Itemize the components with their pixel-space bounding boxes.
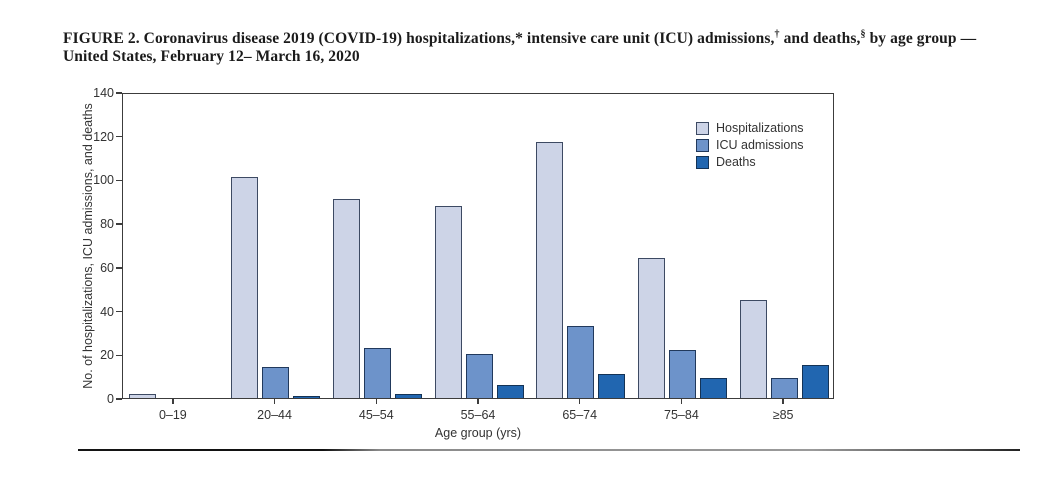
legend-swatch xyxy=(696,121,709,135)
x-tick-label: ≥85 xyxy=(772,408,794,422)
bar-deaths xyxy=(496,384,524,398)
legend: Hospitalizations ICU admissions Deaths xyxy=(696,121,804,172)
bar-deaths xyxy=(699,378,727,398)
bar-hospitalizations xyxy=(637,258,665,398)
y-tick-label: 80 xyxy=(100,217,114,232)
y-tick-mark xyxy=(116,179,122,182)
page-divider xyxy=(78,449,1020,451)
legend-item: Deaths xyxy=(696,155,804,169)
title-segment: FIGURE 2. Coronavirus disease 2019 (COVI… xyxy=(63,30,516,48)
bar-hospitalizations xyxy=(536,142,564,398)
x-tick-label: 0–19 xyxy=(158,408,187,422)
figure-title-line1: FIGURE 2. Coronavirus disease 2019 (COVI… xyxy=(63,26,1023,48)
y-tick-label: 40 xyxy=(100,304,114,319)
y-tick-mark xyxy=(116,92,122,94)
legend-swatch xyxy=(696,138,709,152)
footnote-asterisk: * xyxy=(515,30,523,48)
bar-icu-admissions xyxy=(465,354,493,398)
y-tick-mark xyxy=(116,223,122,225)
x-tick-label: 45–54 xyxy=(358,408,394,422)
y-tick-label: 120 xyxy=(93,129,114,144)
bar-icu-admissions xyxy=(567,325,595,398)
title-segment: intensive care unit (ICU) admissions, xyxy=(522,30,775,48)
y-axis-title: No. of hospitalizations, ICU admissions,… xyxy=(81,103,95,389)
plot-area xyxy=(122,93,834,399)
bar-icu-admissions xyxy=(668,349,696,398)
legend-label: Hospitalizations xyxy=(716,121,804,135)
y-tick-mark xyxy=(116,398,122,400)
x-tick-label: 20–44 xyxy=(257,408,292,422)
bar-deaths xyxy=(293,395,321,398)
bar-deaths xyxy=(394,393,422,398)
x-tick-label: 65–74 xyxy=(562,408,598,422)
x-axis-title: Age group (yrs) xyxy=(434,426,522,440)
x-tick-label: 75–84 xyxy=(664,408,699,422)
y-tick-label: 0 xyxy=(107,392,114,406)
x-tick-mark xyxy=(782,399,784,404)
x-tick-label: 55–64 xyxy=(460,408,496,422)
y-tick-label: 100 xyxy=(93,173,114,188)
y-tick-label: 20 xyxy=(100,348,114,363)
x-tick-mark xyxy=(273,399,276,404)
title-segment: by age group — xyxy=(865,30,977,48)
bar-hospitalizations xyxy=(231,177,259,398)
bar-deaths xyxy=(598,373,626,398)
x-tick-mark xyxy=(172,399,174,404)
bar-hospitalizations xyxy=(129,393,157,398)
bar-hospitalizations xyxy=(434,205,462,398)
bar-icu-admissions xyxy=(262,367,290,398)
x-tick-mark xyxy=(578,399,581,404)
legend-item: ICU admissions xyxy=(696,138,804,152)
legend-label: ICU admissions xyxy=(716,138,804,152)
bar-icu-admissions xyxy=(770,378,798,398)
y-tick-mark xyxy=(116,354,122,357)
bar-hospitalizations xyxy=(739,299,767,398)
legend-swatch xyxy=(696,155,709,169)
footnote-dagger: † xyxy=(774,29,780,40)
legend-label: Deaths xyxy=(716,155,756,169)
x-tick-mark xyxy=(680,399,683,404)
bar-deaths xyxy=(801,365,829,398)
bar-hospitalizations xyxy=(332,199,360,398)
title-segment: and deaths, xyxy=(779,30,861,48)
y-tick-mark xyxy=(116,310,122,313)
y-tick-label: 60 xyxy=(100,260,114,275)
x-tick-mark xyxy=(375,399,378,404)
y-tick-mark xyxy=(116,267,122,269)
figure-title-line2: United States, February 12– March 16, 20… xyxy=(63,48,360,66)
x-tick-mark xyxy=(477,399,479,404)
y-tick-mark xyxy=(116,135,122,138)
y-tick-label: 140 xyxy=(93,86,114,100)
legend-item: Hospitalizations xyxy=(696,121,804,135)
figure-title: FIGURE 2. Coronavirus disease 2019 (COVI… xyxy=(63,26,1023,66)
bar-icu-admissions xyxy=(363,347,391,398)
footnote-section: § xyxy=(860,29,866,40)
